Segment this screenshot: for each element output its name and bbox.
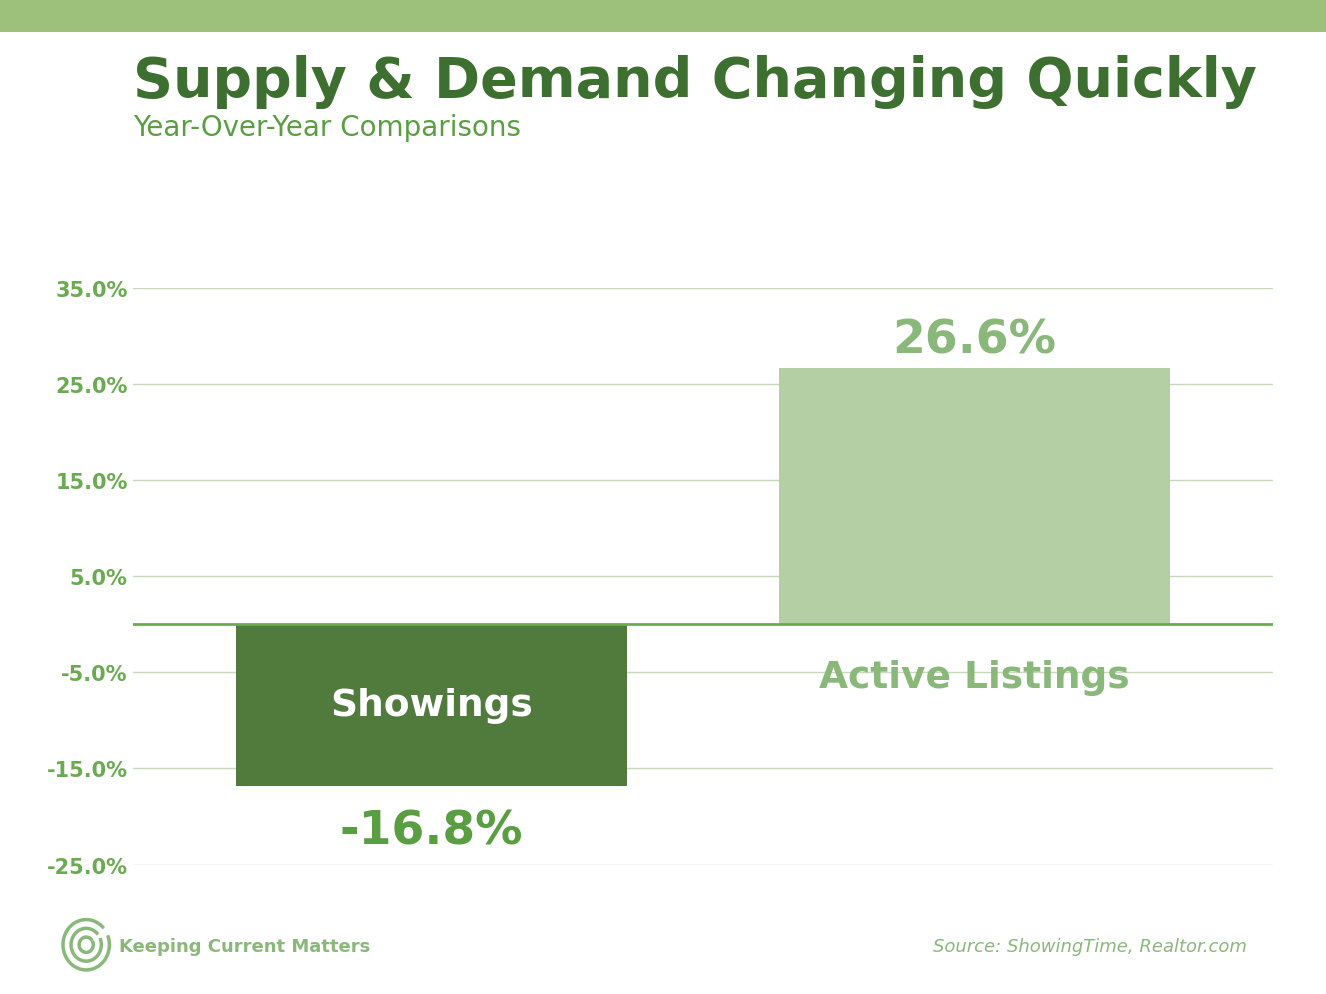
Bar <box>778 369 1170 624</box>
Text: Showings: Showings <box>330 687 533 724</box>
Text: Keeping Current Matters: Keeping Current Matters <box>119 937 370 955</box>
Text: 26.6%: 26.6% <box>892 319 1057 364</box>
Text: Source: ShowingTime, Realtor.com: Source: ShowingTime, Realtor.com <box>932 937 1246 955</box>
Text: -16.8%: -16.8% <box>339 809 522 854</box>
Text: Year-Over-Year Comparisons: Year-Over-Year Comparisons <box>133 114 521 142</box>
Text: Supply & Demand Changing Quickly: Supply & Demand Changing Quickly <box>133 55 1257 108</box>
Text: Active Listings: Active Listings <box>819 659 1130 696</box>
Bar <box>236 624 627 786</box>
